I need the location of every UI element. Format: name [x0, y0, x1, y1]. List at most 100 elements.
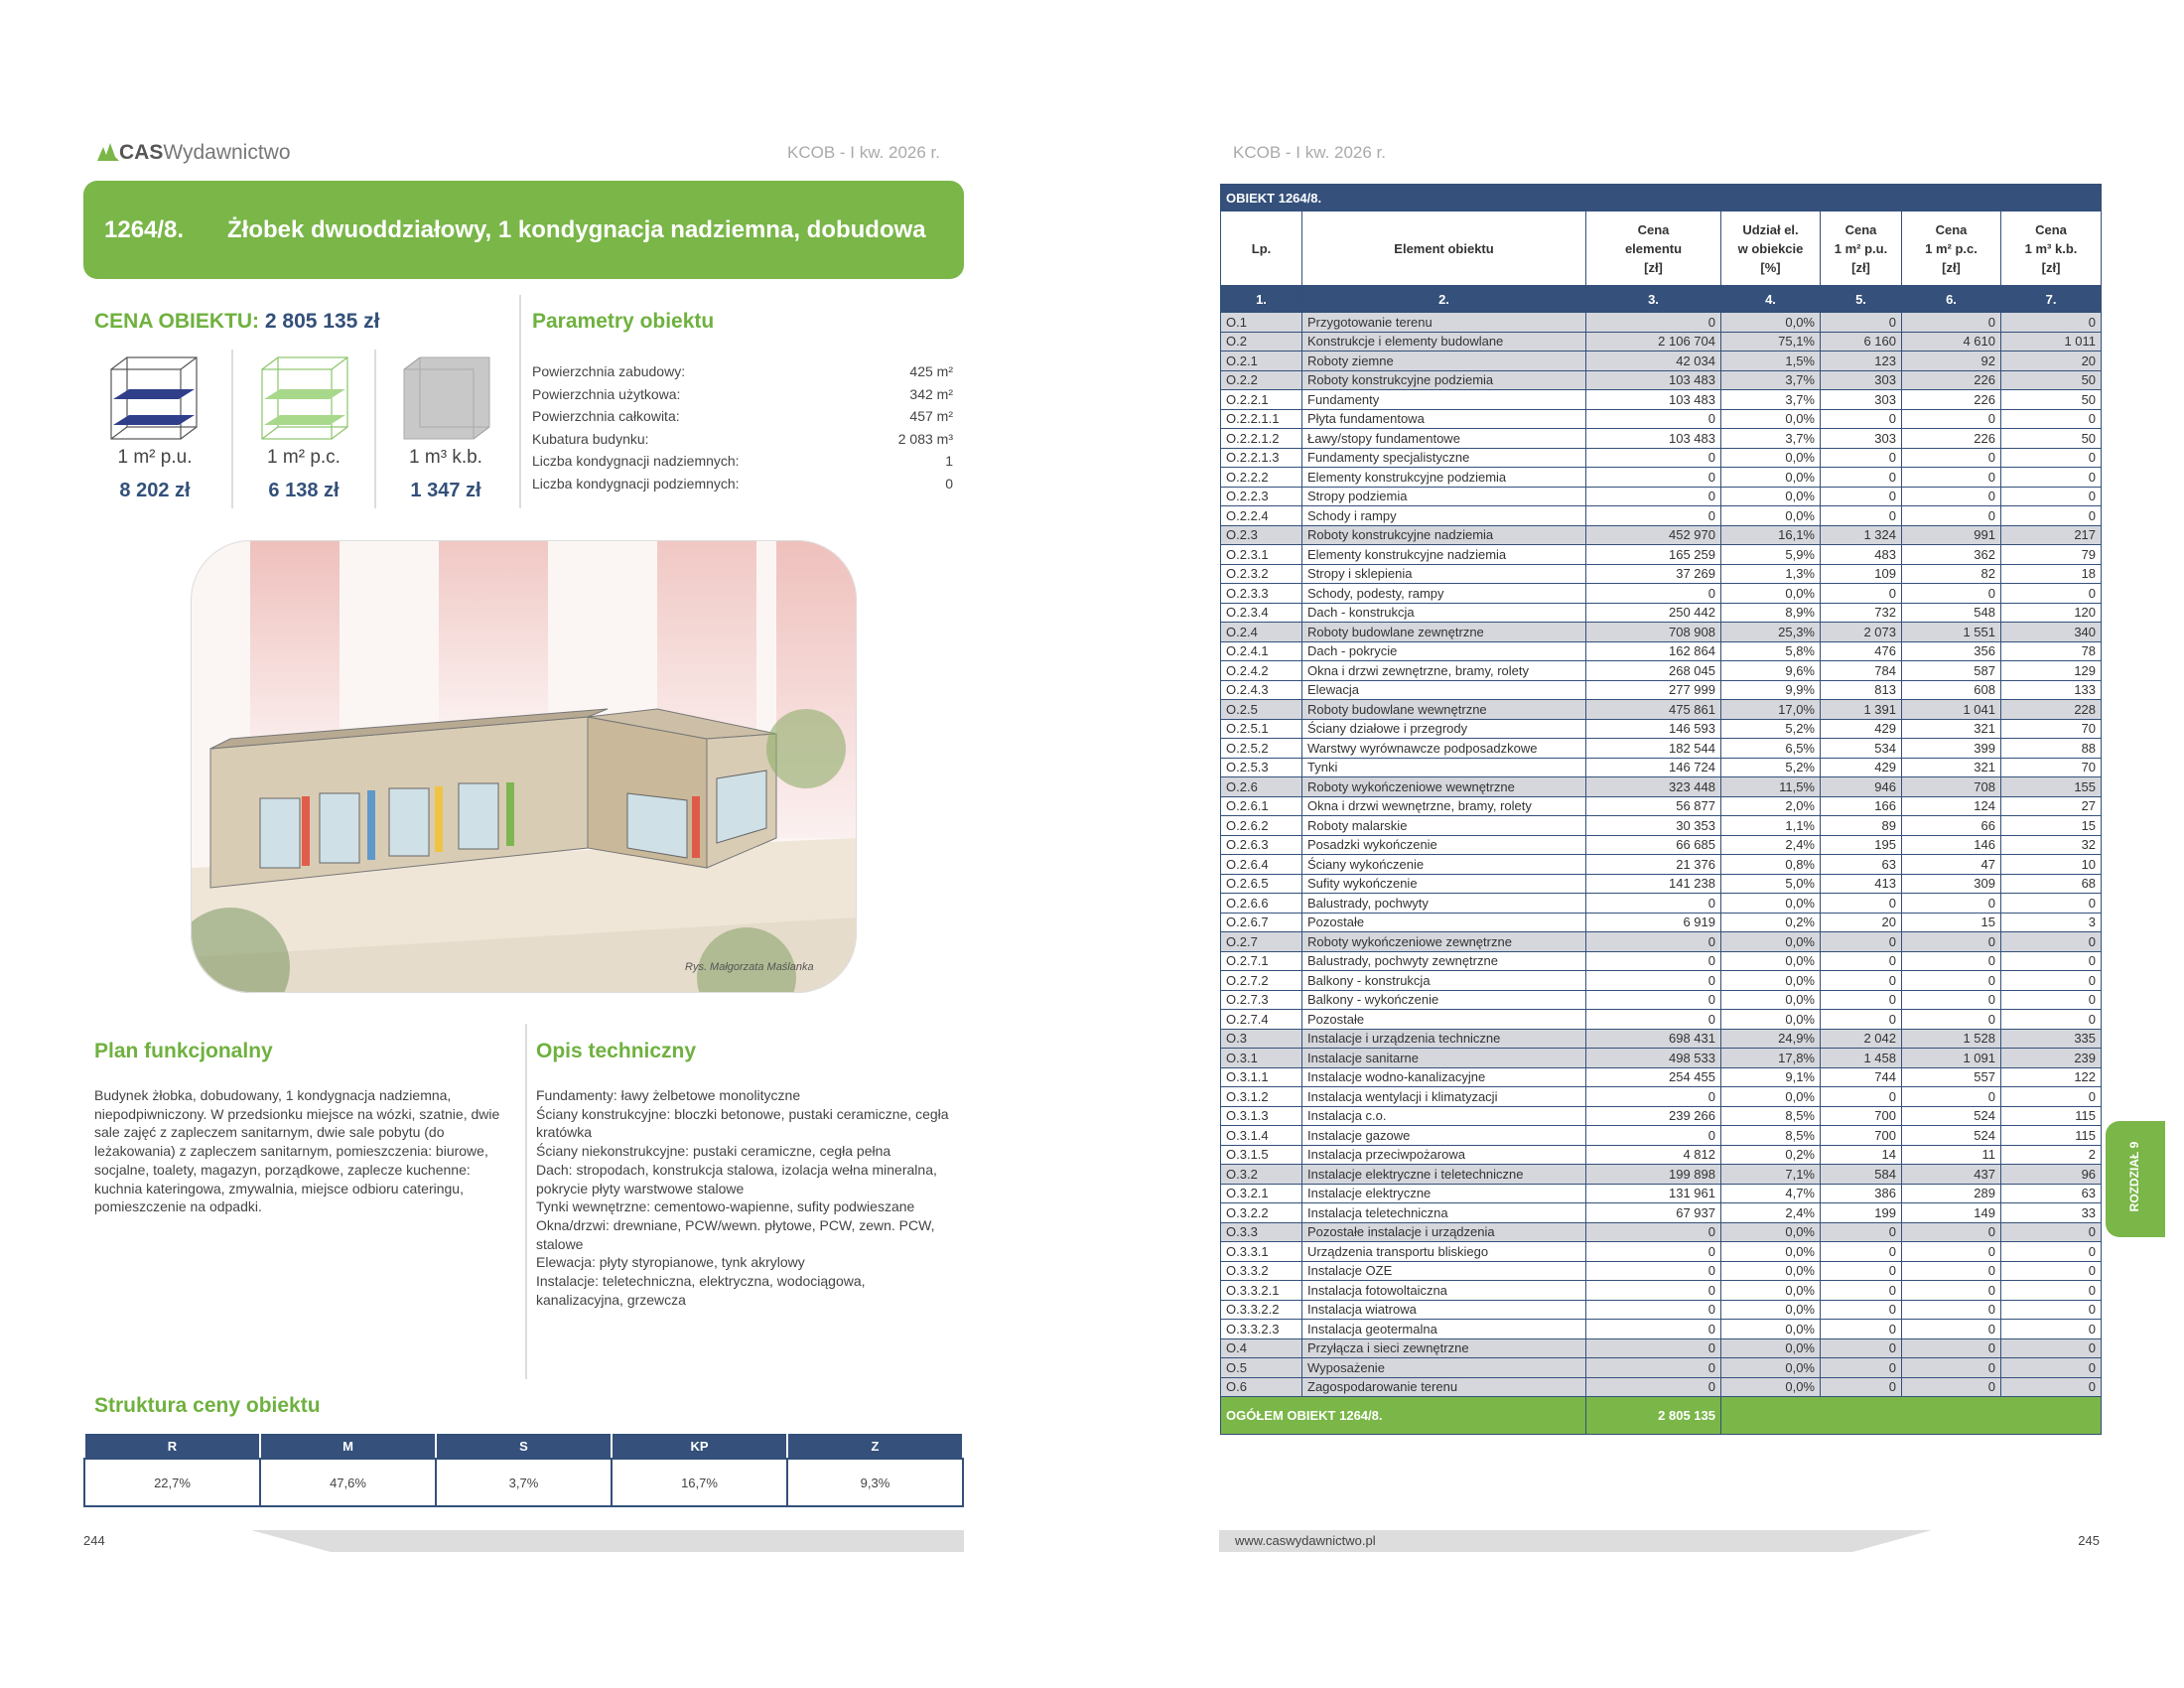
table-row: O.2.2 Roboty konstrukcyjne podziemia 103 4…	[1220, 369, 2103, 390]
row-value: 476	[1820, 640, 1902, 661]
table-row: O.2.7.1 Balustrady, pochwyty zewnętrzne 0 0…	[1220, 950, 2103, 971]
row-value: 0	[1999, 467, 2103, 488]
parameter-label: Powierzchnia zabudowy:	[532, 363, 686, 379]
row-label: Instalacje i urządzenia techniczne	[1301, 1028, 1586, 1049]
row-label: O.2.3.3	[1220, 583, 1302, 604]
row-value: 524	[1901, 1125, 2001, 1146]
row-label: Instalacje elektryczne i teletechniczne	[1301, 1164, 1586, 1185]
column-header: Cena 1 m² p.c. [zł]	[1901, 211, 2001, 286]
row-value: 1 011	[1999, 331, 2103, 352]
edition: KCOB - I kw. 2026 r.	[1233, 143, 1387, 162]
row-value: 386	[1820, 1183, 1902, 1203]
row-value: 0	[1999, 486, 2103, 506]
opis-line: Ściany konstrukcyjne: bloczki betonowe, …	[536, 1105, 949, 1141]
row-value: 309	[1901, 873, 2001, 894]
row-label: O.2.2.1.1	[1220, 408, 1302, 429]
row-value: 89	[1820, 815, 1902, 836]
logo-light: Wydawnictwo	[163, 141, 291, 164]
row-value: 0	[1585, 970, 1721, 991]
table-row: O.3.3 Pozostałe instalacje i urządzenia 0 0…	[1220, 1221, 2103, 1242]
row-label: Dach - pokrycie	[1301, 640, 1586, 661]
row-value: 0	[1820, 1280, 1902, 1301]
row-value: 946	[1820, 776, 1902, 797]
row-label: Instalacje gazowe	[1301, 1125, 1586, 1146]
opis-line: Ściany niekonstrukcyjne: pustaki ceramic…	[536, 1143, 891, 1160]
row-value: 362	[1901, 544, 2001, 565]
structure-header-cell: S	[435, 1432, 613, 1460]
row-value: 0	[1585, 1280, 1721, 1301]
row-value: 217	[1999, 524, 2103, 545]
row-value: 429	[1820, 718, 1902, 739]
row-label: Balkony - konstrukcja	[1301, 970, 1586, 991]
table-row: O.2.6 Roboty wykończeniowe wewnętrzne 323 …	[1220, 776, 2103, 797]
table-row: O.2.6.7 Pozostałe 6 919 0,2% 20 15 3	[1220, 912, 2103, 932]
row-value: 268 045	[1585, 660, 1721, 681]
row-value: 0	[1999, 1319, 2103, 1339]
column-number: 6.	[1901, 285, 2001, 313]
row-label: Sufity wykończenie	[1301, 873, 1586, 894]
row-value: 0	[1901, 970, 2001, 991]
row-value: 0	[1820, 1337, 1902, 1358]
row-label: O.2.2.2	[1220, 467, 1302, 488]
row-label: Instalacje OZE	[1301, 1260, 1586, 1281]
row-value: 0	[1820, 1260, 1902, 1281]
row-label: O.2.3.2	[1220, 563, 1302, 584]
column-number: 3.	[1585, 285, 1721, 313]
row-label: O.2.3.4	[1220, 602, 1302, 623]
row-label: Balustrady, pochwyty zewnętrzne	[1301, 950, 1586, 971]
table-header-row: Lp. Element obiektu Cena elementu [zł] Udzi…	[1220, 211, 2103, 286]
row-value: 82	[1901, 563, 2001, 584]
row-value: 991	[1901, 524, 2001, 545]
row-label: Roboty budowlane wewnętrzne	[1301, 699, 1586, 720]
row-value: 2 106 704	[1585, 331, 1721, 352]
row-value: 700	[1820, 1125, 1902, 1146]
cost-table: OBIEKT 1264/8. Lp. Element obiektu Cena ele…	[1219, 184, 2103, 1435]
divider	[231, 350, 233, 508]
row-value: 0	[1820, 893, 1902, 914]
row-value: 0	[1585, 931, 1721, 952]
row-value: 0	[1585, 1319, 1721, 1339]
table-row: O.2.2.4 Schody i rampy 0 0,0% 0 0 0	[1220, 505, 2103, 526]
row-label: Posadzki wykończenie	[1301, 834, 1586, 855]
table-row: O.2.7.2 Balkony - konstrukcja 0 0,0% 0 0 0	[1220, 970, 2103, 991]
row-value: 0	[1901, 1260, 2001, 1281]
row-label: Elewacja	[1301, 679, 1586, 700]
table-title: OBIEKT 1264/8.	[1219, 184, 2103, 211]
row-value: 0	[1901, 1319, 2001, 1339]
row-value: 250 442	[1585, 602, 1721, 623]
row-label: Roboty wykończeniowe zewnętrzne	[1301, 931, 1586, 952]
row-value: 534	[1820, 738, 1902, 759]
row-value: 0	[1999, 583, 2103, 604]
divider	[374, 350, 376, 508]
row-label: Ściany działowe i przegrody	[1301, 718, 1586, 739]
row-value: 149	[1901, 1202, 2001, 1223]
row-value: 813	[1820, 679, 1902, 700]
row-value: 0	[1820, 1357, 1902, 1378]
row-label: O.2.7.4	[1220, 1009, 1302, 1030]
column-number: 4.	[1720, 285, 1821, 313]
opis-line: Fundamenty: ławy żelbetowe monolityczne	[536, 1087, 801, 1103]
table-row: O.3.1.3 Instalacja c.o. 239 266 8,5% 700 524 1…	[1220, 1105, 2103, 1126]
row-value: 0	[1999, 1241, 2103, 1262]
row-value: 0	[1585, 467, 1721, 488]
row-label: O.2.1	[1220, 351, 1302, 371]
row-value: 2,4%	[1720, 834, 1821, 855]
row-value: 0	[1999, 950, 2103, 971]
row-value: 0	[1901, 1009, 2001, 1030]
row-value: 0	[1585, 950, 1721, 971]
opis-text: Fundamenty: ławy żelbetowe monolityczne Ś…	[536, 1086, 953, 1309]
icon-pu	[110, 356, 198, 440]
row-value: 0	[1999, 989, 2103, 1010]
row-label: O.2.5.2	[1220, 738, 1302, 759]
unit-price: 6 138 zł	[268, 480, 340, 501]
row-label: Roboty ziemne	[1301, 351, 1586, 371]
column-header: Element obiektu	[1301, 211, 1586, 286]
row-value: 0	[1820, 950, 1902, 971]
row-value: 66 685	[1585, 834, 1721, 855]
row-label: O.3.3	[1220, 1221, 1302, 1242]
row-value: 155	[1999, 776, 2103, 797]
row-label: Płyta fundamentowa	[1301, 408, 1586, 429]
row-value: 0	[1999, 1337, 2103, 1358]
table-row: O.3 Instalacje i urządzenia techniczne 698…	[1220, 1028, 2103, 1049]
divider	[519, 295, 521, 508]
